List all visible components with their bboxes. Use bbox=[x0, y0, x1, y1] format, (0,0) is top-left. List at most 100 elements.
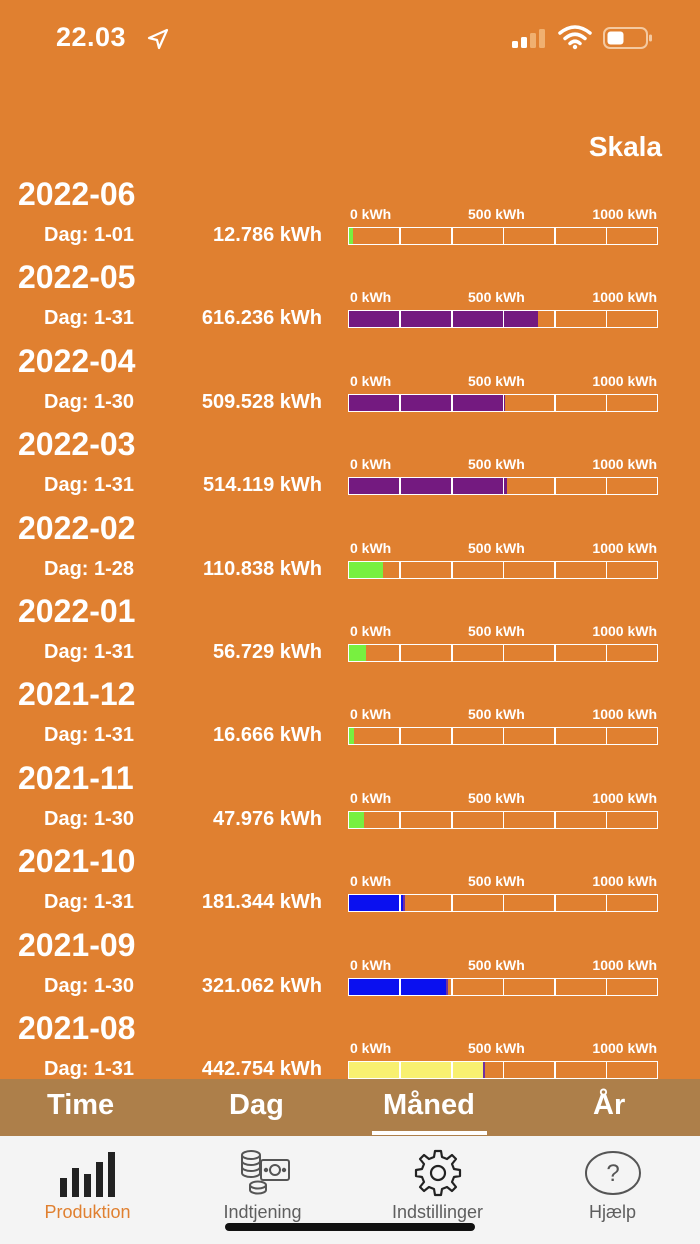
month-row: 2021-10 Dag: 1-31 181.344 kWh 0 kWh 500 … bbox=[0, 839, 700, 922]
location-arrow-icon bbox=[147, 28, 169, 50]
scale-label-max: 1000 kWh bbox=[592, 372, 657, 389]
scale-label-min: 0 kWh bbox=[350, 1040, 392, 1056]
scale-label-min: 0 kWh bbox=[350, 539, 392, 556]
scale-label-mid: 500 kWh bbox=[468, 706, 525, 723]
month-days: Dag: 1-30 bbox=[44, 390, 135, 413]
scale-label-min: 0 kWh bbox=[350, 623, 392, 639]
month-date: 2021-11 bbox=[18, 759, 134, 796]
month-energy: 442.754 kWh bbox=[201, 1058, 322, 1079]
month-row: 2021-09 Dag: 1-30 321.062 kWh 0 kWh 500 … bbox=[0, 923, 700, 1006]
month-row: 2022-02 Dag: 1-28 110.838 kWh 0 kWh 500 … bbox=[0, 506, 700, 589]
production-bar-fill bbox=[349, 311, 539, 328]
scale-label-mid: 500 kWh bbox=[468, 789, 525, 806]
production-bar bbox=[348, 977, 658, 996]
scale-label-min: 0 kWh bbox=[350, 789, 392, 806]
scale-label-mid: 500 kWh bbox=[468, 1040, 525, 1056]
tab-label: Indtjening bbox=[223, 1202, 302, 1222]
month-days: Dag: 1-31 bbox=[44, 641, 135, 663]
month-energy: 181.344 kWh bbox=[201, 891, 322, 914]
scale-label-min: 0 kWh bbox=[350, 372, 392, 389]
scale-label-min: 0 kWh bbox=[350, 706, 392, 723]
month-row: 2021-11 Dag: 1-30 47.976 kWh 0 kWh 500 k… bbox=[0, 756, 700, 839]
scale-labels: 0 kWh 500 kWh 1000 kWh bbox=[348, 873, 660, 889]
month-days: Dag: 1-30 bbox=[44, 807, 135, 830]
period-tab-dag[interactable]: Dag bbox=[229, 1089, 284, 1121]
scale-label-max: 1000 kWh bbox=[592, 873, 657, 890]
scale-label-min: 0 kWh bbox=[350, 206, 392, 222]
production-bar bbox=[348, 644, 658, 662]
production-bar bbox=[348, 894, 658, 913]
production-bar bbox=[348, 393, 658, 412]
month-date: 2021-09 bbox=[18, 926, 136, 963]
period-tabs: Time Dag Måned År bbox=[0, 1079, 700, 1136]
scale-label-mid: 500 kWh bbox=[468, 623, 525, 639]
scale-label-max: 1000 kWh bbox=[592, 956, 657, 973]
battery-icon bbox=[603, 27, 652, 49]
month-days: Dag: 1-31 bbox=[44, 891, 135, 914]
month-energy: 616.236 kWh bbox=[201, 307, 322, 330]
production-bar-fill bbox=[349, 394, 506, 411]
production-bar-fill bbox=[349, 728, 355, 745]
production-bar bbox=[348, 727, 658, 746]
production-bar bbox=[348, 477, 658, 496]
svg-text:?: ? bbox=[606, 1160, 619, 1187]
scale-label-min: 0 kWh bbox=[350, 456, 392, 473]
tab-produktion[interactable]: Produktion bbox=[0, 1136, 175, 1244]
scale-label-min: 0 kWh bbox=[350, 956, 392, 973]
period-tab-maned[interactable]: Måned bbox=[372, 1089, 487, 1135]
production-bar-fill bbox=[349, 1062, 485, 1078]
scale-label-mid: 500 kWh bbox=[468, 539, 525, 556]
month-energy: 110.838 kWh bbox=[203, 557, 322, 580]
scale-labels: 0 kWh 500 kWh 1000 kWh bbox=[348, 289, 660, 305]
month-row: 2021-08 Dag: 1-31 442.754 kWh 0 kWh 500 … bbox=[0, 1006, 700, 1079]
production-bar bbox=[348, 310, 658, 329]
tab-indtjening[interactable]: Indtjening bbox=[175, 1136, 350, 1244]
tab-indstillinger[interactable]: Indstillinger bbox=[350, 1136, 525, 1244]
scale-label-mid: 500 kWh bbox=[468, 956, 525, 973]
scale-label-min: 0 kWh bbox=[350, 873, 392, 890]
period-tab-time[interactable]: Time bbox=[47, 1089, 115, 1121]
production-bar-fill bbox=[349, 811, 364, 828]
tab-hjaelp[interactable]: ? Hjælp bbox=[525, 1136, 700, 1244]
wifi-icon bbox=[558, 25, 592, 50]
scale-label-max: 1000 kWh bbox=[592, 789, 657, 806]
production-bar bbox=[348, 227, 658, 245]
scale-labels: 0 kWh 500 kWh 1000 kWh bbox=[348, 456, 660, 472]
scale-labels: 0 kWh 500 kWh 1000 kWh bbox=[348, 790, 660, 806]
month-date: 2022-02 bbox=[18, 509, 136, 546]
scale-label-mid: 500 kWh bbox=[468, 289, 525, 306]
month-date: 2022-05 bbox=[18, 259, 136, 296]
cellular-signal-icon bbox=[512, 29, 545, 48]
month-energy: 509.528 kWh bbox=[201, 390, 322, 413]
status-time: 22.03 bbox=[56, 22, 127, 52]
scale-labels: 0 kWh 500 kWh 1000 kWh bbox=[348, 1040, 660, 1056]
production-bar bbox=[348, 810, 658, 829]
month-days: Dag: 1-31 bbox=[44, 1058, 135, 1079]
month-date: 2021-10 bbox=[18, 843, 136, 880]
month-date: 2021-12 bbox=[18, 676, 136, 713]
scale-label-mid: 500 kWh bbox=[468, 206, 525, 222]
month-row: 2021-12 Dag: 1-31 16.666 kWh 0 kWh 500 k… bbox=[0, 672, 700, 755]
home-indicator bbox=[225, 1223, 475, 1231]
month-days: Dag: 1-30 bbox=[44, 974, 135, 997]
month-date: 2022-03 bbox=[18, 426, 136, 463]
status-bar: 22.03 bbox=[0, 0, 700, 80]
month-row: 2022-01 Dag: 1-31 56.729 kWh 0 kWh 500 k… bbox=[0, 589, 700, 672]
scale-label-max: 1000 kWh bbox=[592, 206, 657, 222]
production-bar-fill bbox=[349, 561, 384, 578]
month-days: Dag: 1-01 bbox=[44, 224, 135, 246]
production-bar bbox=[348, 1061, 658, 1079]
month-row: 2022-05 Dag: 1-31 616.236 kWh 0 kWh 500 … bbox=[0, 255, 700, 338]
monthly-production-list[interactable]: 2022-06 Dag: 1-01 12.786 kWh 0 kWh 500 k… bbox=[0, 172, 700, 1079]
period-tab-ar[interactable]: År bbox=[593, 1089, 626, 1121]
scale-label-min: 0 kWh bbox=[350, 289, 392, 306]
coins-banknote-icon bbox=[240, 1150, 290, 1195]
scale-label-mid: 500 kWh bbox=[468, 873, 525, 890]
month-date: 2022-06 bbox=[18, 176, 136, 212]
month-energy: 16.666 kWh bbox=[213, 724, 322, 747]
production-bar-fill bbox=[349, 895, 405, 912]
question-mark-icon: ? bbox=[584, 1151, 641, 1195]
production-bar-fill bbox=[349, 645, 367, 661]
production-bar bbox=[348, 560, 658, 579]
scale-label-max: 1000 kWh bbox=[592, 289, 657, 306]
